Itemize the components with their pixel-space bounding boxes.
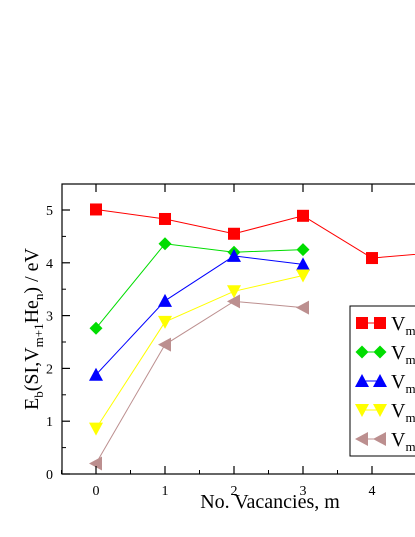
plot-frame bbox=[61, 183, 415, 475]
series-line bbox=[95, 274, 304, 429]
series-4 bbox=[89, 269, 310, 436]
y-tick-label: 4 bbox=[46, 257, 53, 272]
legend-marker bbox=[355, 432, 368, 446]
data-point bbox=[227, 294, 240, 309]
x-axis-label: No. Vacancies, m bbox=[200, 491, 340, 513]
data-point bbox=[158, 293, 172, 307]
legend-entry: Vm bbox=[356, 313, 415, 338]
data-point bbox=[366, 252, 378, 265]
legend-entry: Vm bbox=[355, 400, 415, 425]
series-line bbox=[95, 255, 304, 376]
series-5 bbox=[89, 294, 309, 471]
data-point bbox=[90, 203, 102, 216]
series-line bbox=[95, 208, 415, 259]
axes: 0 1 2 3 4 0 1 2 3 4 5 bbox=[46, 183, 415, 499]
y-axis-label: Eb(SI,Vm+1Hen) / eV bbox=[21, 247, 46, 409]
legend-marker bbox=[356, 317, 368, 329]
data-point bbox=[227, 248, 241, 262]
y-tick-label: 5 bbox=[46, 204, 53, 219]
legend-label: Vm bbox=[391, 313, 415, 338]
data-point bbox=[296, 257, 310, 271]
data-point bbox=[89, 321, 103, 335]
x-tick-label: 1 bbox=[162, 484, 169, 499]
data-point bbox=[158, 315, 172, 329]
legend-label: Vm bbox=[391, 342, 415, 367]
data-point bbox=[89, 456, 102, 471]
legend-marker bbox=[373, 345, 387, 359]
legend-marker bbox=[355, 404, 369, 417]
y-tick-label: 3 bbox=[46, 310, 53, 325]
x-tick-label: 0 bbox=[93, 484, 100, 499]
legend-marker bbox=[373, 374, 387, 387]
plot-area bbox=[89, 203, 415, 471]
y-tick-label: 2 bbox=[46, 362, 53, 377]
data-point bbox=[296, 243, 310, 257]
data-point bbox=[158, 337, 171, 352]
legend-marker bbox=[355, 374, 369, 387]
series-line bbox=[95, 243, 304, 329]
legend-marker bbox=[355, 345, 369, 359]
legend: Vm Vm Vm Vm Vm bbox=[349, 305, 415, 457]
legend-label: Vm bbox=[391, 429, 415, 454]
legend-marker bbox=[373, 432, 386, 446]
legend-marker bbox=[374, 317, 386, 329]
series-line bbox=[95, 300, 304, 464]
legend-label: Vm bbox=[391, 400, 415, 425]
series-3 bbox=[89, 248, 310, 381]
data-point bbox=[89, 422, 103, 436]
data-point bbox=[296, 269, 310, 283]
data-point bbox=[158, 237, 172, 251]
data-point bbox=[297, 209, 309, 222]
legend-entry: Vm bbox=[355, 371, 415, 396]
series-1 bbox=[90, 203, 415, 265]
data-point bbox=[228, 227, 240, 240]
legend-marker bbox=[373, 404, 387, 417]
y-tick-label: 1 bbox=[46, 415, 53, 430]
data-point bbox=[296, 300, 309, 315]
data-point bbox=[89, 367, 103, 381]
legend-label: Vm bbox=[391, 371, 415, 396]
x-tick-label: 2 bbox=[231, 484, 238, 499]
series-2 bbox=[89, 237, 310, 335]
data-point bbox=[227, 285, 241, 299]
data-point bbox=[159, 212, 171, 225]
y-tick-label: 0 bbox=[46, 468, 53, 483]
x-tick-label: 4 bbox=[369, 484, 376, 499]
legend-entry: Vm bbox=[355, 342, 415, 367]
legend-entry: Vm bbox=[355, 429, 415, 454]
x-tick-label: 3 bbox=[300, 484, 307, 499]
